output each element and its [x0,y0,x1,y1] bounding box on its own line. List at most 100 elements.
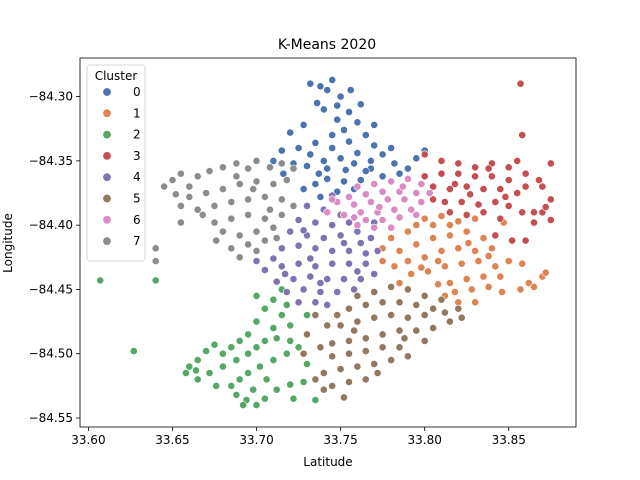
point-cluster-1 [417,263,426,272]
point-cluster-5 [353,362,362,371]
legend-label-7: 7 [133,234,141,248]
legend-label-4: 4 [133,170,141,184]
point-cluster-1 [390,262,399,271]
point-cluster-6 [350,200,358,209]
point-cluster-4 [252,257,261,265]
point-cluster-2 [269,324,278,332]
point-cluster-4 [316,288,325,296]
point-cluster-5 [370,360,379,368]
legend-label-5: 5 [133,192,141,206]
point-cluster-1 [445,231,454,240]
point-cluster-3 [516,79,525,88]
point-cluster-2 [193,375,202,384]
point-cluster-6 [345,192,353,201]
legend-marker-7 [102,236,112,246]
point-cluster-0 [361,131,370,139]
x-axis-label: Latitude [303,455,352,469]
point-cluster-1 [525,279,533,287]
point-cluster-2 [286,380,295,389]
legend-label-6: 6 [133,213,141,227]
legend-marker-3 [102,151,112,161]
point-cluster-5 [400,334,409,343]
point-cluster-7 [210,218,219,227]
point-cluster-1 [484,252,493,260]
point-cluster-6 [403,174,412,183]
point-cluster-5 [361,300,370,309]
point-cluster-4 [328,246,337,255]
point-cluster-5 [378,330,387,339]
point-cluster-3 [546,216,555,224]
point-cluster-0 [319,105,328,114]
point-cluster-2 [252,401,261,409]
point-cluster-4 [340,239,348,247]
point-cluster-0 [316,192,325,201]
point-cluster-3 [521,236,530,245]
point-cluster-5 [323,321,332,330]
point-cluster-2 [286,321,295,330]
point-cluster-1 [530,282,538,291]
point-cluster-1 [467,285,476,294]
point-cluster-4 [370,270,379,278]
point-cluster-4 [345,218,353,227]
y-tick-label: −84.50 [29,347,73,361]
point-cluster-5 [345,304,353,313]
point-cluster-2 [255,362,264,371]
point-cluster-1 [420,253,429,262]
plot-frame [79,57,577,428]
point-cluster-0 [403,164,412,173]
point-cluster-5 [387,282,395,291]
point-cluster-1 [464,239,473,247]
point-cluster-5 [328,381,337,390]
point-cluster-3 [462,210,471,219]
point-cluster-4 [350,285,358,294]
point-cluster-5 [440,308,449,317]
x-tick-label: 33.85 [492,433,526,447]
point-cluster-2 [210,340,219,349]
point-cluster-1 [429,234,437,242]
point-cluster-3 [457,198,466,206]
point-cluster-4 [336,231,345,240]
point-cluster-5 [311,375,320,384]
point-cluster-5 [370,313,379,322]
point-cluster-6 [395,213,404,222]
point-cluster-1 [541,268,550,277]
point-cluster-3 [450,180,459,188]
point-cluster-6 [370,223,379,232]
point-cluster-6 [383,195,392,204]
point-cluster-4 [328,221,337,229]
point-cluster-7 [210,201,219,210]
point-cluster-7 [227,244,236,253]
point-cluster-3 [521,182,530,191]
point-cluster-1 [420,214,429,223]
point-cluster-7 [272,234,281,242]
point-cluster-4 [282,288,291,296]
point-cluster-0 [328,76,337,84]
point-cluster-5 [345,378,353,386]
point-cluster-7 [269,180,278,188]
point-cluster-5 [395,343,404,352]
point-cluster-4 [356,239,365,247]
point-cluster-0 [294,144,303,152]
point-cluster-2 [212,381,221,390]
point-cluster-7 [185,182,194,191]
point-cluster-5 [412,300,421,309]
point-cluster-5 [370,288,379,296]
point-cluster-3 [479,208,488,217]
point-cluster-4 [353,227,362,236]
point-cluster-5 [353,291,362,300]
point-cluster-7 [277,159,286,168]
legend-items: 0 1 2 3 4 5 6 7 [102,85,141,248]
point-cluster-0 [333,101,342,110]
points-layer [96,76,555,409]
point-cluster-2 [277,311,286,319]
point-cluster-2 [282,349,291,358]
point-cluster-5 [387,356,395,364]
point-cluster-4 [345,246,353,255]
point-cluster-7 [193,172,202,181]
point-cluster-0 [366,156,375,165]
point-cluster-5 [429,304,437,313]
point-cluster-3 [462,182,471,191]
point-cluster-4 [311,262,320,271]
point-cluster-5 [420,311,429,319]
